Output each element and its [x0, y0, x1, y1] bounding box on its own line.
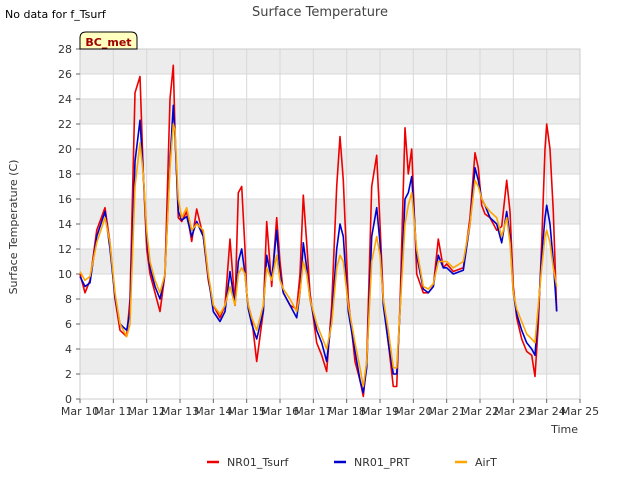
y-tick-label: 22 [58, 118, 72, 131]
x-tick-label: Mar 15 [228, 405, 266, 418]
x-tick-label: Mar 18 [328, 405, 366, 418]
x-tick-label: Mar 13 [161, 405, 199, 418]
y-tick-label: 16 [58, 193, 72, 206]
legend-label: NR01_Tsurf [227, 456, 289, 469]
y-tick-label: 26 [58, 68, 72, 81]
plot-band [80, 99, 580, 124]
plot-band [80, 49, 580, 74]
x-tick-label: Mar 19 [361, 405, 399, 418]
plot-band [80, 249, 580, 274]
y-axis-label: Surface Temperature (C) [7, 160, 20, 295]
x-tick-label: Mar 10 [61, 405, 99, 418]
x-tick-label: Mar 22 [461, 405, 499, 418]
x-tick-label: Mar 24 [528, 405, 566, 418]
x-tick-label: Mar 25 [561, 405, 599, 418]
x-tick-label: Mar 16 [261, 405, 299, 418]
x-tick-label: Mar 14 [194, 405, 232, 418]
y-tick-label: 0 [65, 393, 72, 406]
x-tick-label: Mar 12 [128, 405, 166, 418]
y-tick-label: 20 [58, 143, 72, 156]
plot-band [80, 149, 580, 174]
x-tick-label: Mar 23 [494, 405, 532, 418]
no-data-notice: No data for f_Tsurf [5, 8, 106, 21]
y-tick-label: 24 [58, 93, 72, 106]
x-tick-label: Mar 17 [294, 405, 332, 418]
y-tick-label: 12 [58, 243, 72, 256]
plot-band [80, 349, 580, 374]
station-badge [79, 31, 138, 50]
y-tick-label: 2 [65, 368, 72, 381]
y-tick-label: 8 [65, 293, 72, 306]
y-tick-label: 10 [58, 268, 72, 281]
series-line-nr01-tsurf [79, 64, 558, 398]
x-axis-label: Time [550, 423, 578, 436]
y-tick-label: 18 [58, 168, 72, 181]
chart-title: Surface Temperature [252, 5, 388, 20]
y-tick-label: 6 [65, 318, 72, 331]
x-tick-label: Mar 21 [428, 405, 466, 418]
x-tick-label: Mar 11 [94, 405, 132, 418]
y-tick-label: 28 [58, 43, 72, 56]
station-badge-label: BC_met [85, 36, 131, 49]
x-tick-label: Mar 20 [394, 405, 432, 418]
y-tick-label: 4 [65, 343, 72, 356]
legend-label: AirT [475, 456, 497, 469]
series-line-airt [79, 123, 558, 388]
y-tick-label: 14 [58, 218, 72, 231]
legend-label: NR01_PRT [354, 456, 410, 469]
